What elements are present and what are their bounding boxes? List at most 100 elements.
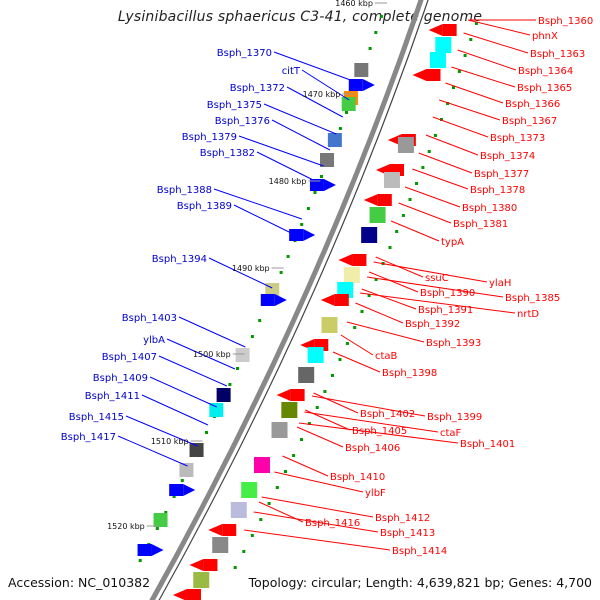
minus-gene-label: Bsph_1378: [470, 185, 525, 196]
track-tick: [300, 438, 303, 441]
plus-gene-block: [260, 294, 275, 306]
track-tick: [433, 134, 437, 137]
track-tick: [258, 319, 262, 322]
plus-gene-arrow: [303, 229, 316, 241]
minus-gene-box: [281, 402, 298, 418]
plus-gene-label: Bsph_1394: [152, 254, 207, 265]
minus-gene-label: ctaF: [440, 428, 462, 439]
minus-gene-label: nrtD: [517, 309, 539, 320]
track-tick: [457, 70, 461, 73]
track-tick: [368, 47, 372, 50]
minus-label-leader: [313, 392, 359, 414]
minus-gene-label: Bsph_1365: [517, 83, 572, 94]
plus-label-leader: [233, 204, 296, 236]
minus-label-leader: [451, 66, 516, 88]
minus-gene-box: [307, 347, 324, 363]
plus-label-leader: [256, 151, 318, 183]
minus-gene-label: ylaH: [489, 278, 511, 289]
minus-label-leader: [274, 471, 364, 493]
plus-gene-box: [189, 443, 204, 457]
plus-gene-label: Bsph_1375: [207, 100, 262, 111]
track-tick: [172, 495, 176, 498]
track-tick: [259, 518, 263, 521]
plus-gene-box: [327, 133, 342, 147]
minus-gene-label: Bsph_1390: [420, 288, 475, 299]
minus-gene-block: [426, 69, 441, 81]
minus-label-leader: [404, 186, 461, 208]
minus-label-leader: [361, 288, 417, 310]
plus-gene-box: [354, 63, 369, 77]
minus-label-leader: [439, 99, 501, 121]
plus-label-leader: [286, 86, 344, 118]
minus-gene-label: Bsph_1393: [426, 338, 481, 349]
minus-gene-arrow: [428, 24, 443, 36]
minus-gene-label: Bsph_1367: [502, 116, 557, 127]
minus-gene-label: ctaB: [375, 351, 398, 362]
track-tick: [307, 422, 311, 425]
plus-label-leader: [263, 103, 337, 135]
minus-label-leader: [373, 261, 488, 283]
plus-gene-label: Bsph_1372: [230, 83, 285, 94]
minus-gene-box: [298, 367, 315, 383]
minus-label-leader: [312, 395, 426, 417]
minus-gene-arrow: [412, 69, 427, 81]
track-tick: [374, 278, 378, 281]
kbp-marker-label: 1480 kbp: [269, 177, 307, 186]
plus-gene-label: Bsph_1379: [182, 132, 237, 143]
kbp-marker-label: 1470 kbp: [303, 90, 341, 99]
plus-gene-label: citT: [282, 66, 301, 77]
minus-gene-label: Bsph_1391: [418, 305, 473, 316]
plus-gene-block: [169, 484, 184, 496]
plus-gene-block: [309, 179, 324, 191]
plus-gene-label: Bsph_1403: [122, 313, 177, 324]
minus-gene-block: [334, 294, 349, 306]
track-tick: [415, 182, 418, 185]
track-tick: [300, 223, 304, 226]
track-tick: [164, 511, 168, 514]
plus-label-leader: [238, 135, 324, 167]
track-tick: [374, 31, 378, 34]
plus-gene-box: [319, 153, 334, 167]
minus-gene-box: [429, 52, 446, 68]
minus-label-leader: [340, 334, 374, 356]
minus-label-leader: [390, 220, 440, 242]
plus-label-leader: [178, 316, 246, 348]
plus-gene-label: Bsph_1376: [215, 116, 270, 127]
minus-gene-label: Bsph_1416: [305, 518, 360, 529]
plus-gene-box: [216, 388, 231, 402]
minus-label-leader: [253, 511, 379, 533]
minus-label-leader: [346, 321, 425, 343]
minus-gene-block: [186, 589, 201, 600]
minus-gene-box: [230, 502, 247, 518]
minus-gene-label: phnX: [532, 31, 558, 42]
genome-backbone: [149, 0, 429, 600]
minus-gene-box: [361, 227, 378, 243]
minus-gene-block: [352, 254, 367, 266]
minus-gene-label: ssuC: [425, 273, 449, 284]
minus-gene-label: Bsph_1374: [480, 151, 535, 162]
backbone-line-outer: [149, 0, 424, 600]
track-tick: [275, 486, 279, 489]
plus-gene-label: Bsph_1417: [61, 432, 116, 443]
minus-gene-label: Bsph_1360: [538, 16, 593, 27]
plus-gene-block: [289, 229, 304, 241]
minus-gene-box: [193, 572, 210, 588]
plus-gene-label: Bsph_1389: [177, 201, 232, 212]
kbp-marker-label: 1460 kbp: [335, 0, 373, 8]
plus-label-leader: [166, 338, 236, 370]
plus-label-leader: [117, 435, 188, 467]
minus-label-leader: [355, 302, 404, 324]
plus-label-leader: [158, 355, 228, 387]
minus-gene-label: Bsph_1363: [530, 49, 585, 60]
plus-gene-label: Bsph_1382: [200, 148, 255, 159]
minus-gene-label: Bsph_1377: [474, 169, 529, 180]
minus-gene-label: Bsph_1410: [330, 472, 385, 483]
minus-gene-label: Bsph_1380: [462, 203, 517, 214]
plus-label-leader: [301, 69, 350, 101]
plus-gene-label: ylbA: [143, 335, 165, 346]
track-tick: [267, 502, 271, 505]
plus-label-leader: [141, 394, 209, 426]
minus-gene-box: [397, 137, 414, 153]
plus-gene-label: Bsph_1415: [69, 412, 124, 423]
